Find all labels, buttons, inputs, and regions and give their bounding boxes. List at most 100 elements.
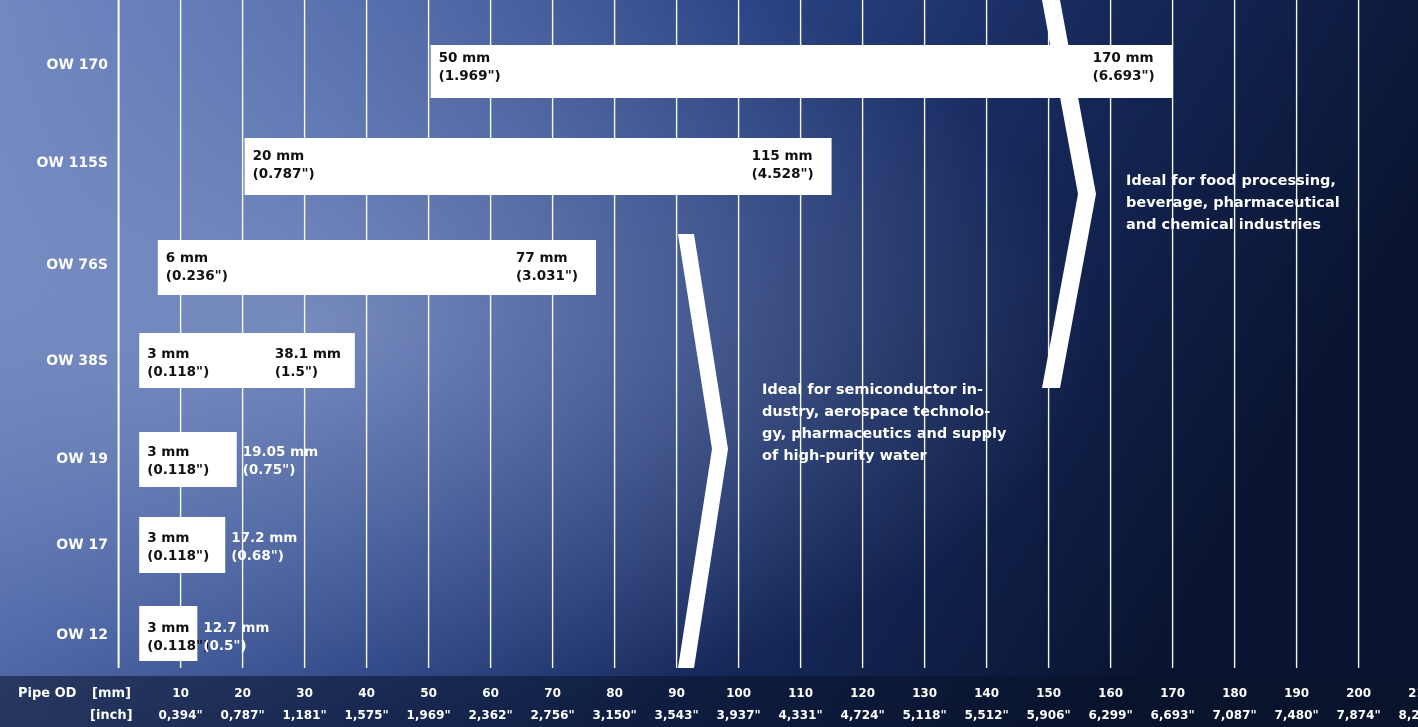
bar-max-label: (1.5") [275, 364, 318, 380]
x-tick-mm: 180 [1222, 686, 1247, 700]
bar-min-label: 3 mm [147, 620, 189, 636]
x-tick-mm: 90 [668, 686, 685, 700]
x-tick-mm: 160 [1098, 686, 1123, 700]
annotation-text: beverage, pharmaceutical [1126, 195, 1340, 211]
row-label: OW 38S [46, 353, 108, 369]
range-bar [244, 138, 832, 195]
bar-max-label: (0.75") [243, 462, 296, 478]
x-tick-mm: 150 [1036, 686, 1061, 700]
x-tick-inch: 7,874" [1336, 708, 1380, 722]
x-tick-mm: 130 [912, 686, 937, 700]
x-tick-mm: 200 [1346, 686, 1371, 700]
bar-max-label: 19.05 mm [243, 444, 319, 460]
x-tick-inch: 6,299" [1088, 708, 1132, 722]
bar-max-label: 115 mm [752, 148, 813, 164]
x-tick-inch: 0,394" [158, 708, 202, 722]
range-bar [139, 517, 226, 573]
annotation-text: dustry, aerospace technolo- [762, 404, 990, 420]
x-tick-inch: 5,118" [902, 708, 946, 722]
axis-layer: Pipe OD [mm] [inch] 10 0,394" 20 0,787" 30 1,181… [0, 676, 1418, 727]
x-tick-inch: 5,512" [964, 708, 1008, 722]
axis-band [0, 676, 1418, 727]
bar-min-label: (0.118") [147, 548, 209, 564]
x-tick-inch: 2,756" [530, 708, 574, 722]
axis-unit-inch: [inch] [90, 708, 133, 723]
annotation-text: gy, pharmaceutics and supply [762, 426, 1007, 442]
x-tick-mm: 190 [1284, 686, 1309, 700]
x-tick-mm: 70 [544, 686, 561, 700]
range-bar [139, 333, 355, 388]
range-bar [139, 606, 198, 661]
x-tick-mm: 100 [726, 686, 751, 700]
x-tick-inch: 0,787" [220, 708, 264, 722]
x-tick-mm: 10 [172, 686, 189, 700]
axis-unit-mm: [mm] [92, 686, 131, 701]
bar-max-label: 12.7 mm [203, 620, 269, 636]
bar-min-label: 3 mm [147, 444, 189, 460]
bar-min-label: 3 mm [147, 530, 189, 546]
x-tick-mm: 40 [358, 686, 375, 700]
bar-max-label: (6.693") [1093, 68, 1155, 84]
row-label: OW 170 [47, 57, 109, 73]
x-tick-mm: 170 [1160, 686, 1185, 700]
bar-min-label: (1.969") [439, 68, 501, 84]
range-bar [430, 45, 1173, 98]
x-tick-mm: 120 [850, 686, 875, 700]
x-tick-mm: 30 [296, 686, 313, 700]
row-label: OW 19 [56, 451, 108, 467]
bar-max-label: 17.2 mm [231, 530, 297, 546]
x-tick-inch: 3,150" [592, 708, 636, 722]
bar-max-label: (0.5") [203, 638, 246, 654]
x-tick-inch: 4,724" [840, 708, 884, 722]
bar-max-label: (0.68") [231, 548, 284, 564]
bar-min-label: (0.787") [253, 166, 315, 182]
annotation-text: Ideal for food processing, [1126, 173, 1336, 189]
grid-layer [117, 0, 1360, 668]
bar-max-label: 170 mm [1093, 50, 1154, 66]
row-label: OW 115S [36, 155, 108, 171]
bar-max-label: 38.1 mm [275, 346, 341, 362]
x-tick-mm: 110 [788, 686, 813, 700]
bar-min-label: 3 mm [147, 346, 189, 362]
x-tick-inch: 1,181" [282, 708, 326, 722]
x-tick-inch: 7,480" [1274, 708, 1318, 722]
bar-min-label: (0.236") [166, 268, 228, 284]
x-tick-inch: 1,969" [406, 708, 450, 722]
arrows-layer [678, 0, 1096, 668]
annotation-text: and chemical industries [1126, 217, 1321, 233]
row-label: OW 17 [56, 537, 108, 553]
x-tick-mm: 140 [974, 686, 999, 700]
x-tick-mm: 210 [1408, 686, 1418, 700]
x-tick-inch: 4,331" [778, 708, 822, 722]
bar-min-label: (0.118") [147, 638, 209, 654]
bar-min-label: 20 mm [253, 148, 305, 164]
bar-max-label: (4.528") [752, 166, 814, 182]
range-bar [157, 240, 597, 295]
x-tick-inch: 1,575" [344, 708, 388, 722]
x-tick-mm: 20 [234, 686, 251, 700]
annotation-text: of high-purity water [762, 448, 928, 464]
bars-layer [139, 45, 1173, 661]
x-tick-mm: 60 [482, 686, 499, 700]
bar-min-label: 50 mm [439, 50, 491, 66]
row-label: OW 76S [46, 257, 108, 273]
x-tick-inch: 8,268" [1398, 708, 1418, 722]
x-tick-mm: 80 [606, 686, 623, 700]
bar-max-label: 77 mm [516, 250, 568, 266]
x-tick-mm: 50 [420, 686, 437, 700]
x-tick-inch: 2,362" [468, 708, 512, 722]
chevron-arrow-semiconductor [678, 234, 728, 668]
bar-max-label: (3.031") [516, 268, 578, 284]
chevron-arrow-food [1042, 0, 1096, 388]
x-tick-inch: 6,693" [1150, 708, 1194, 722]
labels-layer: OW 170 50 mm (1.969") 170 mm (6.693") OW 115S… [36, 50, 1339, 654]
bar-min-label: (0.118") [147, 364, 209, 380]
bar-min-label: (0.118") [147, 462, 209, 478]
x-tick-inch: 7,087" [1212, 708, 1256, 722]
x-tick-inch: 5,906" [1026, 708, 1070, 722]
axis-title: Pipe OD [18, 686, 77, 701]
x-tick-inch: 3,937" [716, 708, 760, 722]
row-label: OW 12 [56, 627, 108, 643]
